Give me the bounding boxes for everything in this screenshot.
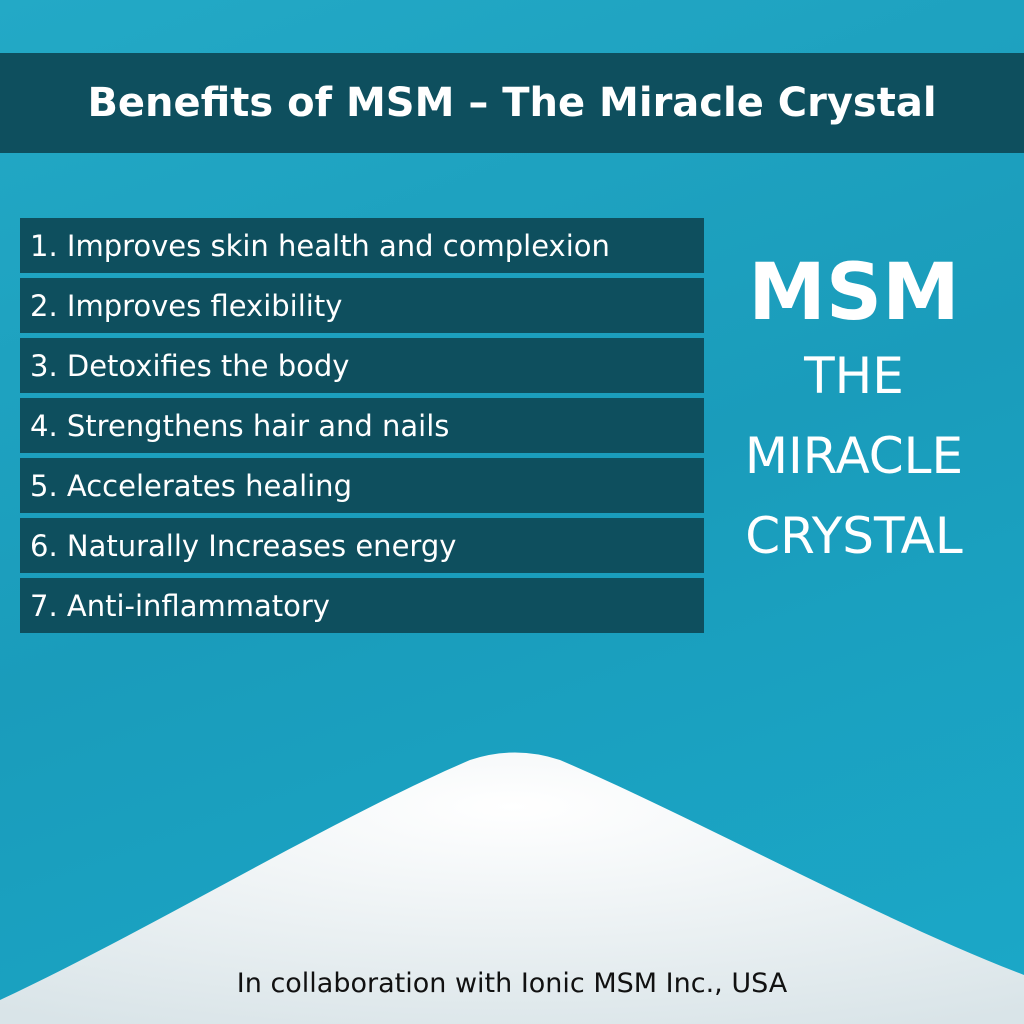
side-line: CRYSTAL [745, 507, 963, 565]
side-text: MSM THE MIRACLE CRYSTAL [714, 250, 994, 576]
footer: In collaboration with Ionic MSM Inc., US… [236, 968, 788, 999]
benefit-item: 4. Strengthens hair and nails [20, 398, 704, 453]
benefit-item: 6. Naturally Increases energy [20, 518, 704, 573]
benefit-item: 7. Anti-inflammatory [20, 578, 704, 633]
benefit-item: 1. Improves skin health and complexion [20, 218, 704, 273]
benefit-item: 2. Improves flexibility [20, 278, 704, 333]
side-line: MIRACLE [744, 427, 964, 485]
benefit-item: 5. Accelerates healing [20, 458, 704, 513]
header-title: Benefits of MSM – The Miracle Crystal [0, 53, 1024, 153]
brand: MSM [748, 248, 960, 338]
side-line: THE [804, 347, 904, 405]
benefit-item: 3. Detoxifies the body [20, 338, 704, 393]
benefit-list: 1. Improves skin health and complexion 2.… [20, 218, 704, 638]
